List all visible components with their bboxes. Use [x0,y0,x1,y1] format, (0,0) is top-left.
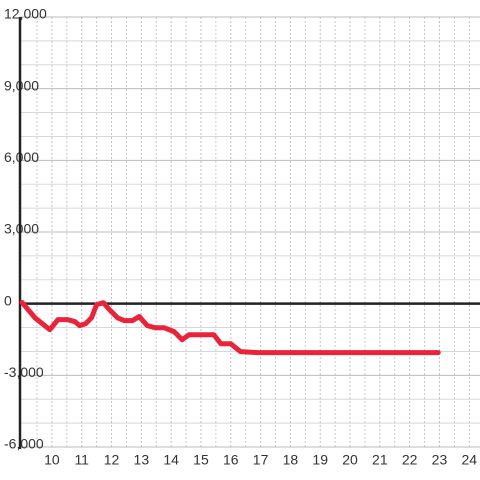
y-tick-label: -6,000 [4,436,44,452]
x-tick-label: 11 [74,452,89,468]
x-tick-label: 13 [134,452,150,468]
x-tick-label: 15 [193,452,209,468]
y-tick-label: 12,000 [4,6,47,22]
y-tick-label: -3,000 [4,364,44,380]
x-tick-label: 16 [223,452,239,468]
x-tick-label: 10 [44,452,60,468]
x-tick-label: 22 [402,452,418,468]
y-tick-label: 6,000 [4,149,39,165]
y-tick-label: 3,000 [4,221,39,237]
y-tick-label: 9,000 [4,77,39,93]
x-tick-label: 18 [283,452,299,468]
x-tick-label: 21 [372,452,388,468]
x-tick-label: 19 [312,452,328,468]
x-tick-label: 20 [342,452,358,468]
y-tick-label: 0 [4,292,12,308]
x-tick-label: 23 [432,452,448,468]
x-tick-label: 17 [253,452,269,468]
x-tick-label: 24 [461,452,477,468]
x-tick-label: 14 [163,452,179,468]
data-line [19,299,441,356]
x-tick-label: 12 [104,452,120,468]
